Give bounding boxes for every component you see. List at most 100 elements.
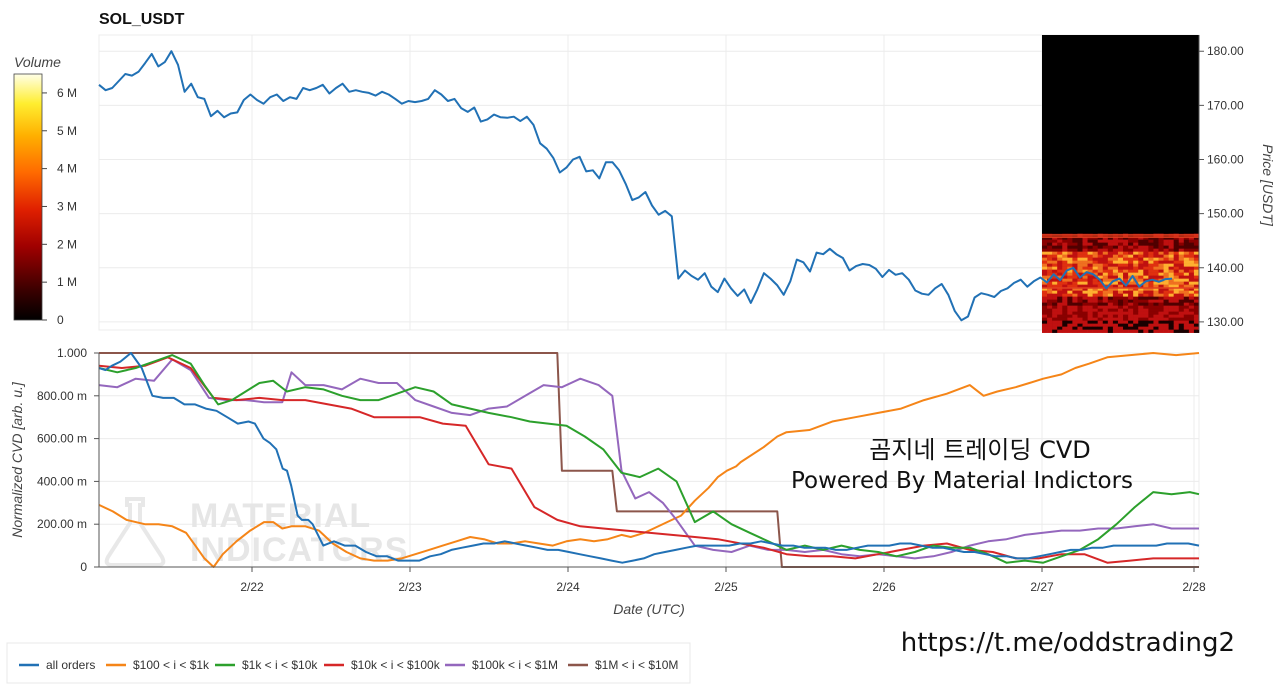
heatmap-cell xyxy=(1158,266,1164,270)
heatmap-cell xyxy=(1092,236,1099,240)
heatmap-cell xyxy=(1123,251,1129,255)
cvd-tick-label: 0 xyxy=(80,560,87,574)
heatmap-cell xyxy=(1148,302,1154,306)
heatmap-cell xyxy=(1128,308,1134,312)
heatmap-cell xyxy=(1077,314,1083,318)
heatmap-cell xyxy=(1107,248,1114,252)
heatmap-cell xyxy=(1087,254,1093,258)
heatmap-cell xyxy=(1107,236,1114,240)
heatmap-cell xyxy=(1067,236,1073,240)
heatmap-cell xyxy=(1143,317,1149,321)
heatmap-cell xyxy=(1178,275,1185,279)
heatmap-cell xyxy=(1153,257,1159,261)
heatmap-cell xyxy=(1183,236,1190,240)
heatmap-cell xyxy=(1193,242,1200,246)
heatmap-cell xyxy=(1077,236,1083,240)
heatmap-cell xyxy=(1188,281,1195,285)
cvd-line-2 xyxy=(98,354,1200,564)
heatmap-cell xyxy=(1047,239,1053,243)
heatmap-cell xyxy=(1183,269,1190,273)
heatmap-cell xyxy=(1163,305,1169,309)
heatmap-cell xyxy=(1183,257,1190,261)
heatmap-cell xyxy=(1092,296,1099,300)
heatmap-cell xyxy=(1067,239,1073,243)
heatmap-cell xyxy=(1072,272,1078,276)
heatmap-cell xyxy=(1153,284,1159,288)
heatmap-cell xyxy=(1168,266,1174,270)
heatmap-cell xyxy=(1163,290,1169,294)
heatmap-cell xyxy=(1057,263,1063,267)
heatmap-cell xyxy=(1173,284,1180,288)
heatmap-cell xyxy=(1168,236,1174,240)
heatmap-cell xyxy=(1143,308,1149,312)
heatmap-cell xyxy=(1077,299,1083,303)
heatmap-cell xyxy=(1047,242,1053,246)
heatmap-cell xyxy=(1072,275,1078,279)
heatmap-cell xyxy=(1193,284,1200,288)
heatmap-cell xyxy=(1057,311,1063,315)
heatmap-cell xyxy=(1193,275,1200,279)
heatmap-cell xyxy=(1087,314,1093,318)
heatmap-cell xyxy=(1112,302,1119,306)
heatmap-cell xyxy=(1153,269,1159,273)
heatmap-cell xyxy=(1077,305,1083,309)
heatmap-cell xyxy=(1057,320,1063,324)
heatmap-cell xyxy=(1082,305,1088,309)
colorbar-tick-label: 4 M xyxy=(57,162,77,176)
heatmap-cell xyxy=(1178,329,1185,333)
heatmap-cell xyxy=(1082,236,1088,240)
heatmap-cell xyxy=(1123,308,1129,312)
heatmap-cell xyxy=(1107,275,1114,279)
heatmap-cell xyxy=(1183,317,1190,321)
heatmap-cell xyxy=(1183,326,1190,330)
price-tick-label: 140.00 xyxy=(1207,261,1244,275)
heatmap-cell xyxy=(1047,314,1053,318)
heatmap-cell xyxy=(1087,242,1093,246)
heatmap-cell xyxy=(1153,314,1159,318)
heatmap-cell xyxy=(1107,242,1114,246)
heatmap-cell xyxy=(1112,275,1119,279)
heatmap-cell xyxy=(1133,248,1139,252)
heatmap-cell xyxy=(1067,281,1073,285)
heatmap-cell xyxy=(1143,296,1149,300)
heatmap-cell xyxy=(1163,242,1169,246)
heatmap-cell xyxy=(1193,317,1200,321)
cvd-axis-title: Normalized CVD [arb. u.] xyxy=(9,381,25,538)
heatmap-cell xyxy=(1178,257,1185,261)
date-tick-label: 2/28 xyxy=(1182,580,1206,594)
heatmap-cell xyxy=(1148,242,1154,246)
heatmap-cell xyxy=(1087,239,1093,243)
heatmap-cell xyxy=(1057,293,1063,297)
heatmap-cell xyxy=(1143,251,1149,255)
heatmap-cell xyxy=(1047,323,1053,327)
heatmap-cell xyxy=(1163,284,1169,288)
overlay-subtitle: Powered By Material Indictors xyxy=(791,468,1133,494)
heatmap-cell xyxy=(1102,326,1109,330)
heatmap-cell xyxy=(1082,314,1088,318)
heatmap-cell xyxy=(1143,311,1149,315)
heatmap-cell xyxy=(1042,320,1048,324)
heatmap-cell xyxy=(1052,317,1058,321)
heatmap-cell xyxy=(1123,278,1129,282)
heatmap-cell xyxy=(1133,251,1139,255)
footer-url[interactable]: https://t.me/oddstrading2 xyxy=(901,628,1235,658)
heatmap-cell xyxy=(1133,311,1139,315)
heatmap-cell xyxy=(1112,326,1119,330)
colorbar-tick-label: 6 M xyxy=(57,86,77,100)
heatmap-cell xyxy=(1052,296,1058,300)
heatmap-cell xyxy=(1148,329,1154,333)
heatmap-cell xyxy=(1173,302,1180,306)
heatmap-cell xyxy=(1173,242,1180,246)
heatmap-cell xyxy=(1042,317,1048,321)
heatmap-cell xyxy=(1178,290,1185,294)
heatmap-cell xyxy=(1163,323,1169,327)
heatmap-cell xyxy=(1047,281,1053,285)
heatmap-cell xyxy=(1183,284,1190,288)
heatmap-cell xyxy=(1163,248,1169,252)
heatmap-cell xyxy=(1097,242,1104,246)
heatmap-cell xyxy=(1092,317,1099,321)
heatmap-cell xyxy=(1082,293,1088,297)
cvd-tick-label: 400.00 m xyxy=(37,474,87,488)
heatmap-cell xyxy=(1163,266,1169,270)
heatmap-cell xyxy=(1117,266,1124,270)
